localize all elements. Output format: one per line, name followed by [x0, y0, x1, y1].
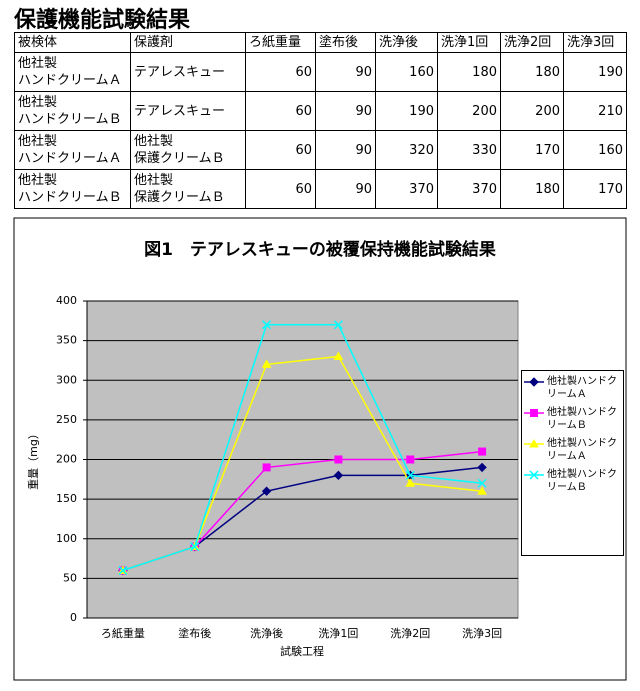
y-axis-label: 重量（mg） — [26, 428, 40, 490]
legend-marker — [530, 409, 538, 417]
table-cell: 170 — [563, 169, 627, 209]
table-cell: 160 — [375, 52, 438, 92]
chart-title: 図1 テアレスキューの被覆保持機能試験結果 — [144, 239, 496, 260]
table-cell: 180 — [500, 52, 564, 92]
legend-label: 他社製ハンドクリームＡ — [547, 376, 617, 400]
table-row: 他社製 ハンドクリームＢ テアレスキュー 60 90 190 200 200 210 — [14, 91, 627, 131]
results-table: 被検体 保護剤 ろ紙重量 塗布後 洗浄後 洗浄1回 洗浄2回 洗浄3回 他社製 ハンドクリームＡ… — [14, 32, 627, 209]
x-axis-label: 試験工程 — [280, 644, 324, 658]
data-point — [334, 455, 343, 464]
data-point — [333, 470, 344, 481]
y-tick-label: 400 — [56, 294, 77, 307]
data-point — [118, 565, 128, 575]
y-tick-label: 250 — [56, 413, 77, 426]
header-cell: 洗浄2回 — [500, 32, 564, 53]
table-cell: テアレスキュー — [130, 91, 246, 131]
table-cell: 330 — [437, 130, 501, 170]
x-tick-label: 洗浄2回 — [390, 626, 430, 640]
header-cell: 洗浄後 — [375, 32, 438, 53]
legend-entry: 他社製ハンドクリームＢ — [524, 468, 621, 494]
y-tick-label: 0 — [70, 611, 77, 624]
table-cell: 60 — [245, 130, 316, 170]
legend-label: 他社製ハンドクリームＢ — [547, 469, 617, 493]
table-cell: 60 — [245, 52, 316, 92]
table-cell: 190 — [375, 91, 438, 131]
legend-icon — [524, 470, 544, 480]
table-cell: 190 — [563, 52, 627, 92]
data-point — [477, 478, 487, 488]
table-cell: 他社製 ハンドクリームＡ — [14, 52, 131, 92]
data-point — [261, 359, 272, 368]
legend-marker — [529, 439, 539, 448]
legend-icon — [524, 377, 544, 387]
data-point — [477, 462, 487, 473]
y-tick-label: 150 — [56, 492, 77, 505]
series-line — [122, 324, 483, 572]
table-cell: 90 — [315, 169, 376, 209]
data-point — [406, 455, 415, 464]
legend-label: 他社製ハンドクリームＡ — [547, 438, 617, 462]
data-point — [478, 447, 487, 456]
data-point — [261, 486, 272, 496]
y-tick-label: 350 — [56, 334, 77, 347]
table-cell: 170 — [500, 130, 564, 170]
table-cell: 他社製 ハンドクリームＢ — [14, 91, 131, 131]
x-tick-label: 塗布後 — [178, 626, 211, 640]
table-cell: 90 — [315, 91, 376, 131]
table-cell: 他社製 保護クリームＢ — [130, 169, 246, 209]
table-cell: 60 — [245, 169, 316, 209]
y-tick-label: 200 — [56, 453, 77, 466]
table-cell: テアレスキュー — [130, 52, 246, 92]
legend-marker — [529, 470, 539, 480]
x-tick-label: 洗浄後 — [250, 626, 283, 640]
table-row: 他社製 ハンドクリームＢ 他社製 保護クリームＢ 60 90 370 370 180 170 — [14, 169, 627, 209]
table-cell: 180 — [500, 169, 564, 209]
table-cell: 200 — [500, 91, 564, 131]
data-point — [405, 470, 415, 480]
legend-entry: 他社製ハンドクリームＡ — [524, 437, 621, 463]
table-row: 他社製 ハンドクリームＡ テアレスキュー 60 90 160 180 180 190 — [14, 52, 627, 92]
x-tick-label: 洗浄1回 — [318, 626, 358, 640]
table-cell: 320 — [375, 130, 438, 170]
legend: 他社製ハンドクリームＡ 他社製ハンドクリームＢ 他社製ハンドクリームＡ 他社製ハンドク… — [521, 370, 624, 556]
data-point — [333, 351, 344, 360]
y-tick-label: 50 — [63, 571, 77, 584]
legend-entry: 他社製ハンドクリームＢ — [524, 406, 621, 432]
data-point — [262, 320, 272, 330]
x-tick-label: 洗浄3回 — [462, 626, 502, 640]
data-point — [405, 478, 416, 487]
legend-icon — [524, 409, 544, 417]
header-row: 被検体 保護剤 ろ紙重量 塗布後 洗浄後 洗浄1回 洗浄2回 洗浄3回 — [14, 32, 627, 53]
data-point — [262, 463, 271, 472]
table-cell: 他社製 ハンドクリームＢ — [14, 169, 131, 209]
legend-entry: 他社製ハンドクリームＡ — [524, 375, 621, 401]
legend-marker — [529, 377, 539, 387]
table-row: 他社製 ハンドクリームＡ 他社製 保護クリームＢ 60 90 320 330 170 160 — [14, 130, 627, 170]
page-title: 保護機能試験結果 — [14, 8, 191, 33]
y-tick-label: 100 — [56, 532, 77, 545]
x-tick-label: ろ紙重量 — [101, 626, 145, 640]
table-cell: 370 — [375, 169, 438, 209]
y-tick-label: 300 — [56, 373, 77, 386]
header-cell: 洗浄1回 — [437, 32, 501, 53]
table-cell: 370 — [437, 169, 501, 209]
legend-label: 他社製ハンドクリームＢ — [547, 407, 617, 431]
legend-icon — [524, 439, 544, 448]
table-cell: 他社製 ハンドクリームＡ — [14, 130, 131, 170]
data-point — [333, 320, 343, 330]
data-point — [477, 486, 487, 495]
data-point — [190, 542, 200, 552]
